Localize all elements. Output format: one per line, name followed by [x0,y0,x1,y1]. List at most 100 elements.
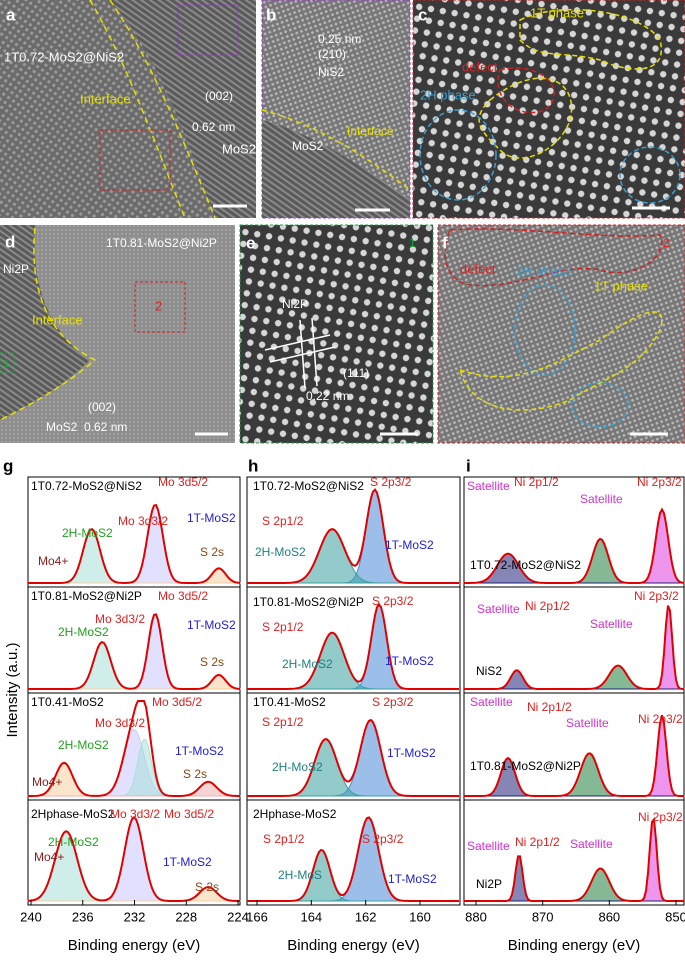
label: Ni 2p1/2 [514,475,559,489]
panel-letter: h [248,456,258,475]
fit-envelope [247,816,459,902]
plane-line [311,317,318,387]
label: (111) [343,366,369,380]
tem-d-layers [0,225,90,420]
label: Satellite [566,716,609,730]
panel-letter: g [3,456,13,475]
label: 2H phase [516,263,572,278]
label: 0.22 nm [306,389,349,403]
label: Ni 2p3/2 [637,475,682,489]
tem-images [0,0,685,444]
fit-envelope [247,718,459,797]
phase-outline [519,8,663,70]
label: Mo 3d3/2 [95,612,145,626]
phase-outline [458,311,663,411]
x-tick-label: 236 [72,909,94,924]
label: 1T0.81-MoS2@Ni2P [470,759,581,773]
x-tick-label: 162 [355,909,377,924]
label: 2H-MoS2 [282,657,333,671]
label: Satellite [470,695,513,709]
label: (002) [88,400,116,414]
tem-c [412,0,685,219]
label: Mo 3d5/2 [152,695,202,709]
label: S 2s [183,767,207,781]
label: 1T-MoS2 [385,654,434,668]
label: 1T0.81-MoS2@Ni2P [31,589,142,603]
fit-envelope [27,700,241,797]
label: Ni2P [282,297,308,311]
label: defect [460,261,496,276]
panel-letter: a [6,5,16,24]
label: Ni2P [476,877,502,891]
x-axis-label: Binding energy (eV) [508,937,641,954]
panel-letter: c [418,5,427,24]
x-tick-label: 160 [409,909,431,924]
label: MoS2 [222,141,256,156]
label: Ni2P [3,262,29,276]
label: 2H-MoS2 [255,545,306,559]
label: 2H-MoS2 [48,835,99,849]
label: 1T0.41-MoS2 [253,695,326,709]
phase-outline [619,146,681,204]
x-tick-label: 870 [532,909,554,924]
label: 1T-MoS2 [175,744,224,758]
label: 1T-MoS2 [187,511,236,525]
label: S 2p3/2 [372,594,414,608]
phase-outline [478,77,573,159]
label: Mo 3d5/2 [158,475,208,489]
label: Ni 2p3/2 [634,589,679,603]
x-tick-label: 166 [246,909,268,924]
fit-envelope [247,488,459,584]
label: S 2p1/2 [263,832,305,846]
x-tick-label: 240 [20,909,42,924]
inset-box [99,129,171,191]
fit-envelope [247,602,459,690]
label: S 2p1/2 [262,715,304,729]
label: Mo4+ [34,850,64,864]
label: Interface [80,91,131,106]
label: S 2p1/2 [262,514,304,528]
xps-plots [27,476,685,906]
tem-e [239,224,434,444]
label: Ni 2p3/2 [638,712,683,726]
fit-envelope [28,503,241,584]
label: Mo 3d3/2 [118,514,168,528]
label: 1T-MoS2 [387,746,436,760]
label: 1T-MoS2 [385,538,434,552]
label: S 2p3/2 [372,695,414,709]
component-fill [28,674,241,690]
label: 1T-MoS2 [163,855,212,869]
label: 2Hphase-MoS2 [253,807,337,821]
plane-line [299,319,306,389]
interface-line [89,0,186,219]
label: 2H-MoS2 [62,526,113,540]
label: S 2s [195,880,219,894]
label: 2 [155,298,162,313]
label: S 2s [200,545,224,559]
label: (002) [205,89,233,103]
label: Mo 3d5/2 [164,807,214,821]
labels: a b c d e f g h i 1T0.72-MoS2@NiS2 Interface (002) 0… [3,5,685,954]
label: 2H-MoS [278,868,322,882]
x-tick-label: 860 [598,909,620,924]
label: S 2p3/2 [362,832,404,846]
inset-box [177,4,239,56]
tem-a-layers [110,0,256,218]
label: (210) [318,47,346,61]
tem-b-layers [262,120,410,218]
label: 0.62 nm [84,420,127,434]
defect-outline [497,67,555,114]
x-axis-label: Binding energy (eV) [68,937,201,954]
y-axis-label: Intensity (a.u.) [4,642,21,737]
label: 0.25 nm [318,32,361,46]
panel-letter: i [466,456,471,475]
label: 0.62 nm [192,120,235,134]
fit-envelope [27,815,241,902]
label: NiS2 [318,65,344,79]
label: Ni 2p3/2 [638,810,683,824]
label: 2H-MoS2 [58,738,109,752]
label: 1T0.72-MoS2@NiS2 [253,479,364,493]
label: 1T0.72-MoS2@NiS2 [470,558,581,572]
label: defect [462,59,498,74]
label: Ni 2p1/2 [525,599,570,613]
